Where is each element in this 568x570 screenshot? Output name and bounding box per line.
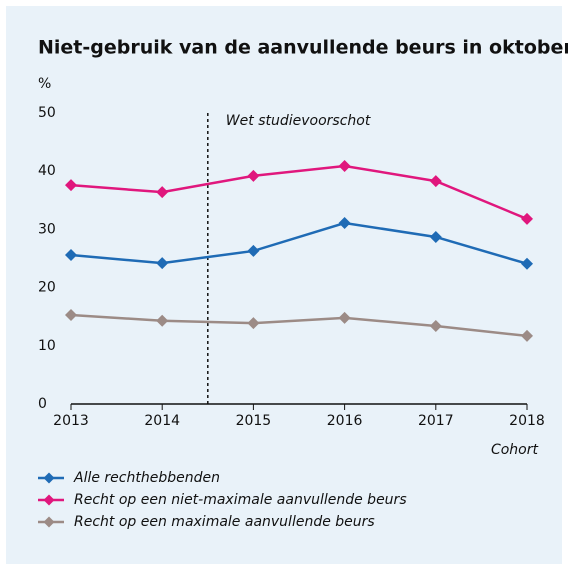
x-tick-label: 2017 xyxy=(418,413,454,429)
point xyxy=(338,159,351,172)
chart-title: Niet-gebruik van de aanvullende beurs in… xyxy=(38,37,568,59)
point xyxy=(521,329,533,342)
background xyxy=(6,6,562,564)
y-tick-label: 30 xyxy=(38,221,56,237)
point xyxy=(65,308,77,321)
x-tick-label: 2018 xyxy=(509,413,545,429)
y-tick-label: 10 xyxy=(38,338,56,354)
y-tick-label: 0 xyxy=(38,396,47,412)
y-axis-label: % xyxy=(38,76,51,92)
x-tick-label: 2013 xyxy=(53,413,89,429)
point xyxy=(338,216,351,229)
point xyxy=(156,314,169,327)
point xyxy=(338,311,351,324)
series-line xyxy=(70,221,528,265)
y-tick-label: 40 xyxy=(38,163,56,179)
point xyxy=(247,317,260,330)
point xyxy=(65,179,77,192)
x-axis-label: Cohort xyxy=(491,442,539,458)
annotation-text: Wet studievoorschot xyxy=(226,113,371,129)
legend-marker xyxy=(43,494,55,506)
point xyxy=(156,257,169,270)
point xyxy=(429,175,442,188)
point xyxy=(521,212,533,225)
point xyxy=(521,257,533,270)
legend-label: Recht op een niet-maximale aanvullende b… xyxy=(74,492,407,508)
legend-label: Recht op een maximale aanvullende beurs xyxy=(74,514,375,530)
series-line xyxy=(70,164,528,221)
x-tick-label: 2014 xyxy=(144,413,180,429)
point xyxy=(429,320,442,333)
x-tick-label: 2016 xyxy=(327,413,363,429)
legend-marker xyxy=(43,472,55,484)
point xyxy=(156,186,169,199)
y-tick-label: 20 xyxy=(38,280,56,296)
point xyxy=(247,244,260,257)
legend-label: Alle rechthebbenden xyxy=(73,470,220,486)
point xyxy=(429,230,442,243)
y-tick-label: 50 xyxy=(38,105,56,121)
point xyxy=(247,169,260,182)
legend-marker xyxy=(43,516,55,528)
series-line xyxy=(70,313,528,338)
x-tick-label: 2015 xyxy=(236,413,272,429)
point xyxy=(65,249,77,262)
